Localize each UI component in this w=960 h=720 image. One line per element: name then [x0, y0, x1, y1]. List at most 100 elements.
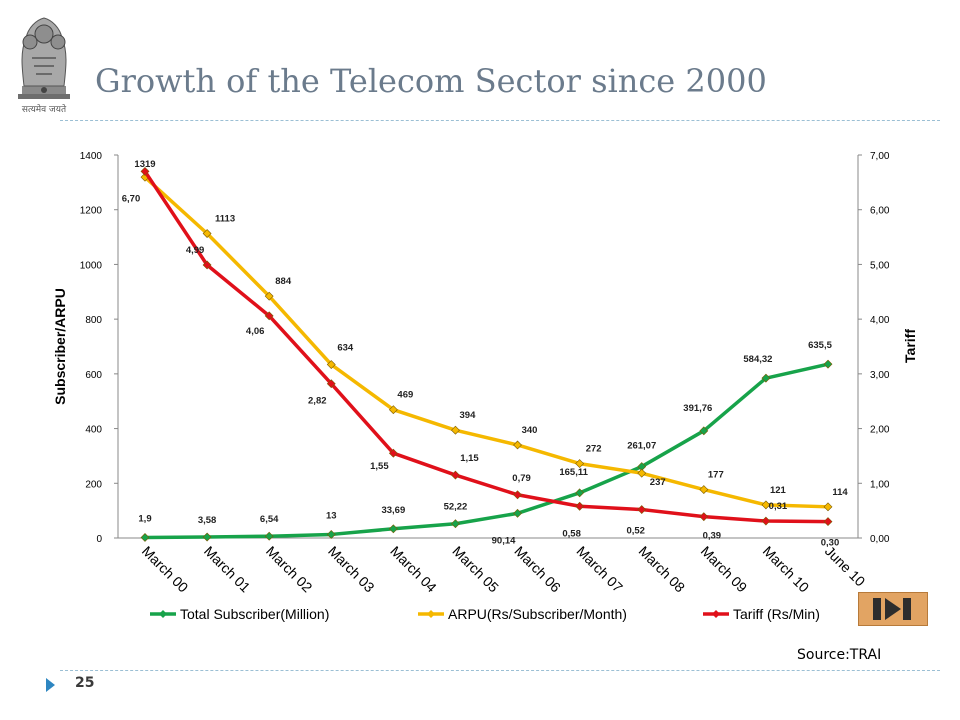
- x-axis-category-label: March 02: [263, 543, 316, 596]
- data-label: 391,76: [683, 403, 712, 414]
- right-axis-tick-label: 0,00: [870, 534, 890, 545]
- x-axis-category-label: March 05: [449, 543, 502, 596]
- data-label: 272: [586, 444, 602, 455]
- data-label: 52,22: [444, 502, 468, 513]
- series-point: [264, 291, 274, 301]
- data-label: 0,79: [512, 473, 531, 484]
- data-label: 1319: [134, 159, 155, 170]
- source-note: Source:TRAI: [797, 647, 882, 663]
- series-point: [823, 359, 833, 369]
- data-label: 114: [832, 487, 848, 498]
- data-label: 584,32: [743, 354, 772, 365]
- svg-text:सत्यमेव जयते: सत्यमेव जयते: [22, 103, 67, 115]
- series-point: [823, 502, 833, 512]
- series-point: [326, 530, 336, 539]
- left-axis-tick-label: 0: [96, 534, 102, 545]
- series-point: [513, 490, 522, 500]
- left-axis-tick-label: 1400: [80, 151, 103, 162]
- left-axis-title: Subscriber/ARPU: [52, 288, 68, 405]
- series-point: [388, 405, 398, 415]
- x-axis-category-label: March 03: [325, 543, 378, 596]
- data-label: 0,58: [562, 528, 581, 539]
- data-label: 469: [397, 390, 413, 401]
- series-line: [143, 175, 829, 509]
- data-label: 1,15: [460, 453, 479, 464]
- series-point: [451, 470, 460, 480]
- x-axis-category-label: March 06: [511, 543, 564, 596]
- right-axis-tick-label: 7,00: [870, 151, 890, 162]
- data-label: 0,39: [703, 531, 722, 542]
- series-point: [264, 311, 274, 321]
- right-axis-tick-label: 6,00: [870, 206, 890, 217]
- left-axis-tick-label: 1200: [80, 206, 103, 217]
- series-point: [823, 517, 833, 527]
- left-axis-tick-label: 1000: [80, 260, 103, 271]
- x-axis-category-label: March 00: [139, 543, 192, 596]
- title-divider: [60, 120, 940, 121]
- legend-label: ARPU(Rs/Subscriber/Month): [448, 606, 627, 622]
- data-label: 884: [275, 276, 292, 287]
- right-axis-title: Tariff: [902, 329, 918, 363]
- series-point: [202, 260, 212, 270]
- right-axis-tick-label: 3,00: [870, 370, 890, 381]
- data-label: 237: [650, 477, 666, 488]
- data-label: 635,5: [808, 340, 832, 351]
- x-axis-category-label: June 10: [822, 543, 869, 590]
- series-point: [699, 485, 709, 495]
- series-point: [575, 488, 585, 498]
- last-slide-icon: [873, 598, 911, 620]
- legend-marker: [427, 610, 435, 618]
- x-axis-category-label: March 09: [698, 543, 751, 596]
- series-point: [326, 360, 336, 369]
- legend-marker: [712, 610, 720, 618]
- series-point: [140, 533, 150, 542]
- x-axis-category-label: March 10: [760, 543, 813, 596]
- series-point: [451, 519, 460, 529]
- data-label: 1,55: [370, 461, 389, 472]
- series-point: [761, 516, 771, 526]
- left-axis-tick-label: 800: [85, 315, 102, 326]
- series-point: [699, 426, 709, 436]
- data-label: 4,06: [246, 326, 265, 337]
- series-point: [202, 532, 212, 542]
- data-label: 261,07: [627, 441, 656, 452]
- data-label: 0,52: [626, 526, 645, 537]
- data-label: 6,70: [122, 193, 141, 204]
- series-point: [513, 508, 522, 518]
- left-axis-tick-label: 600: [85, 370, 102, 381]
- series-point: [388, 448, 398, 458]
- series-point: [513, 440, 522, 450]
- series-point: [264, 531, 274, 541]
- right-axis-tick-label: 2,00: [870, 425, 890, 436]
- left-axis-tick-label: 400: [85, 425, 102, 436]
- legend-marker: [159, 610, 167, 618]
- footer-divider: [60, 670, 940, 671]
- page-title: Growth of the Telecom Sector since 2000: [95, 62, 767, 100]
- series-point: [575, 501, 585, 511]
- series-point: [326, 379, 336, 389]
- data-label: 33,69: [381, 505, 405, 516]
- x-axis-category-label: March 07: [574, 543, 627, 596]
- right-axis-tick-label: 4,00: [870, 315, 890, 326]
- right-axis-tick-label: 1,00: [870, 479, 890, 490]
- last-slide-button[interactable]: [858, 592, 928, 626]
- x-axis-category-label: March 01: [201, 543, 254, 596]
- data-label: 6,54: [260, 514, 279, 525]
- left-axis-tick-label: 200: [85, 479, 102, 490]
- data-label: 177: [708, 470, 724, 481]
- data-label: 340: [522, 425, 538, 436]
- data-label: 13: [326, 510, 337, 521]
- data-label: 634: [337, 343, 354, 354]
- state-emblem-logo: सत्यमेव जयते: [8, 8, 80, 120]
- data-label: 165,11: [559, 467, 588, 478]
- page-number: 25: [75, 675, 95, 691]
- x-axis-category-label: March 04: [387, 543, 440, 596]
- series-point: [637, 505, 647, 514]
- series-point: [388, 524, 398, 534]
- data-label: 394: [460, 410, 477, 421]
- data-label: 0,31: [769, 501, 788, 512]
- x-axis-category-label: March 08: [636, 543, 689, 596]
- data-label: 1,9: [138, 513, 151, 524]
- series-point: [761, 373, 771, 383]
